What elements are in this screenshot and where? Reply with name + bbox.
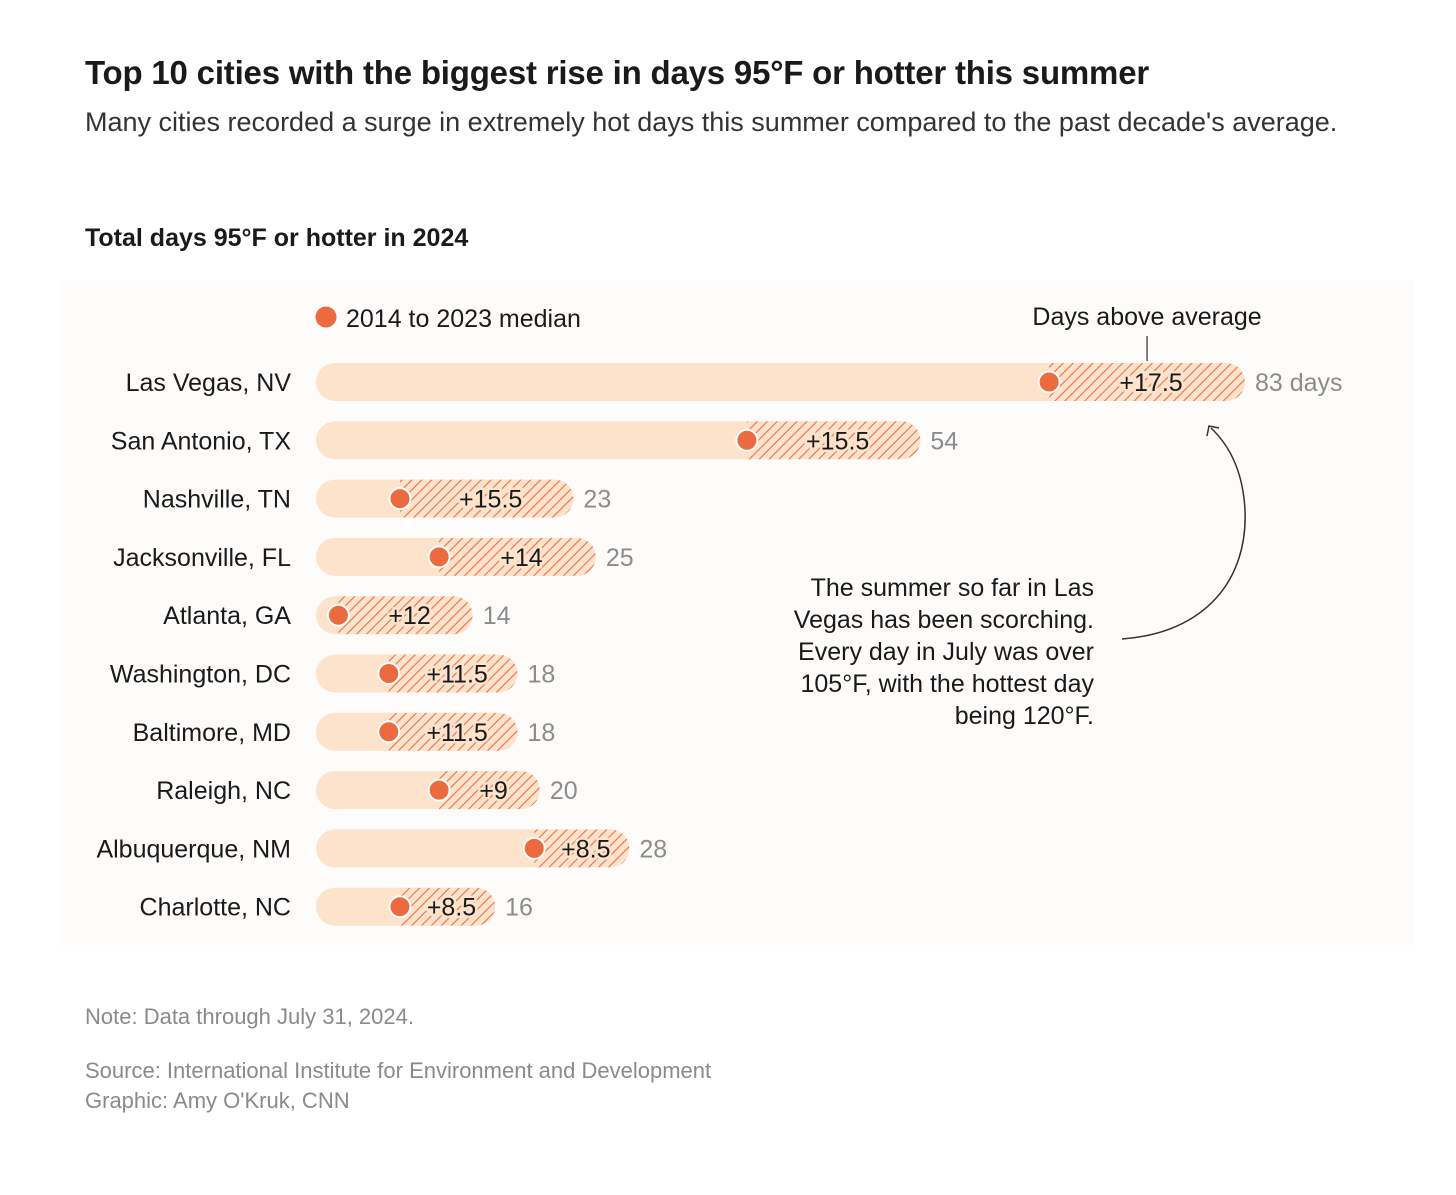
annotation-text-line: being 120°F. [955,702,1094,730]
category-label: Charlotte, NC [140,894,291,922]
bar-row: San Antonio, TX +15.5 54 [111,421,958,460]
total-label: 16 [505,894,533,922]
diff-label: +15.5 [806,427,869,455]
bar-row: Washington, DC +11.5 18 [110,654,555,693]
diff-label: +11.5 [426,661,487,689]
annotation: The summer so far in Las Vegas has been s… [794,425,1246,730]
annotation-text-line: Every day in July was over [798,638,1094,666]
bar-row: Baltimore, MD +11.5 18 [133,712,555,751]
footer: Note: Data through July 31, 2024. Source… [85,1002,711,1116]
category-label: Baltimore, MD [133,719,291,747]
total-label: 14 [483,602,511,630]
category-label: Raleigh, NC [156,777,291,805]
diff-label: +12 [388,602,430,630]
chart-title: Top 10 cities with the biggest rise in d… [85,54,1149,91]
median-dot [388,487,412,511]
bar-above-average [439,537,596,576]
median-dot [522,836,546,860]
bar-above-average [1049,363,1245,401]
bar-above-average [399,479,574,518]
footer-graphic: Graphic: Amy O'Kruk, CNN [85,1088,350,1113]
total-label: 28 [639,835,667,863]
bar-total [316,363,1245,401]
median-dot [388,895,412,919]
total-label: 18 [527,661,555,689]
bar-row: Raleigh, NC +9 20 [156,771,578,810]
category-label: Jacksonville, FL [113,544,291,572]
chart-heading: Total days 95°F or hotter in 2024 [85,224,469,252]
median-dot [735,428,759,452]
diff-label: +11.5 [426,719,487,747]
diff-label: +15.5 [459,486,522,514]
median-dot [326,603,350,627]
category-label: Washington, DC [110,661,291,689]
diff-label: +9 [479,777,508,805]
bar-above-average [399,887,496,926]
bar-above-average [338,596,473,635]
diff-label: +17.5 [1119,369,1182,397]
category-label: Nashville, TN [143,486,291,514]
total-label: 54 [930,427,958,455]
legend: 2014 to 2023 median Days above average [315,303,1262,361]
bar-above-average [439,771,540,810]
median-dot [377,720,401,744]
legend-median-dot [315,306,337,328]
median-dot [427,778,451,802]
legend-median-label: 2014 to 2023 median [346,305,581,333]
footer-note: Note: Data through July 31, 2024. [85,1004,414,1029]
total-label: 18 [527,719,555,747]
bar-row: Charlotte, NC +8.5 16 [140,887,533,926]
total-label: 83 days [1255,369,1343,397]
category-label: Atlanta, GA [163,602,291,630]
bar-row: Jacksonville, FL +14 25 [113,537,634,576]
diff-label: +14 [500,544,543,572]
total-label: 25 [606,544,634,572]
category-label: Albuquerque, NM [96,835,291,863]
median-dot [427,545,451,569]
median-dot [377,662,401,685]
legend-above-label: Days above average [1032,303,1261,331]
annotation-arrow-line [1121,427,1246,640]
category-label: San Antonio, TX [111,427,292,455]
total-label: 20 [550,777,578,805]
diff-label: +8.5 [427,894,476,922]
bar-above-average [534,829,630,868]
annotation-text-line: 105°F, with the hottest day [800,670,1094,698]
chart-subtitle: Many cities recorded a surge in extremel… [85,107,1338,137]
bar-row: Albuquerque, NM +8.5 28 [96,829,667,868]
total-label: 23 [583,486,611,514]
bar-above-average [746,421,921,460]
diff-label: +8.5 [561,835,610,863]
bar-above-average [388,654,518,693]
bar-row: Las Vegas, NV +17.5 83 days [126,363,1343,401]
footer-source: Source: International Institute for Envi… [85,1058,712,1083]
median-dot [1037,370,1061,394]
annotation-text-line: Vegas has been scorching. [794,606,1094,634]
bar-above-average [388,712,518,751]
category-label: Las Vegas, NV [126,369,292,397]
annotation-text-line: The summer so far in Las [811,574,1094,602]
bar-row: Atlanta, GA +12 14 [163,596,511,635]
bars: Las Vegas, NV +17.5 83 days San Antonio, TX… [96,363,1343,926]
bar-row: Nashville, TN +15.5 23 [143,479,611,518]
annotation-arrow-head [1206,425,1220,437]
